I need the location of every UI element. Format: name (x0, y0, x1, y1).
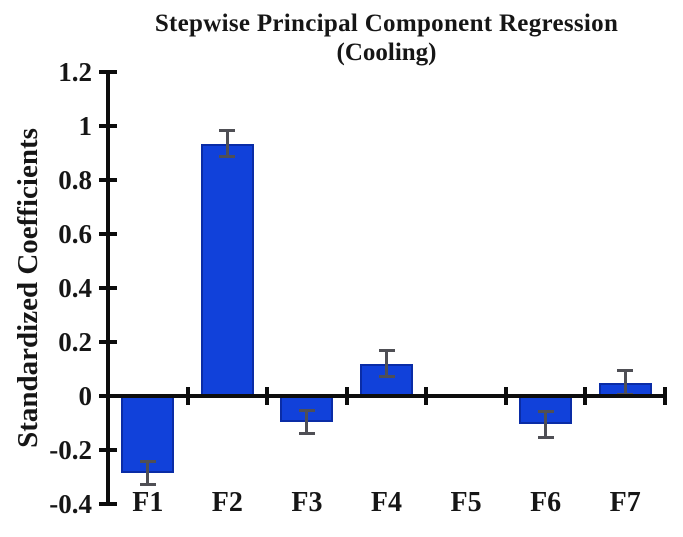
error-bar-stem-F2 (225, 130, 229, 158)
x-category-label-F3: F3 (291, 487, 323, 518)
error-bar-cap-top-F4 (378, 349, 395, 353)
chart-title: Stepwise Principal Component Regression (154, 10, 619, 37)
x-category-label-F4: F4 (370, 487, 403, 518)
y-tick-label: 1 (78, 111, 93, 141)
error-bar-cap-top-F6 (537, 409, 554, 413)
plot-area: -0.4 -0.2 0 0.2 0.4 0.6 0.8 1 1.2 F1 F2 F3 F4 F5 F6 F7 (49, 57, 667, 519)
error-bar-stem-F4 (385, 350, 388, 378)
error-bar-cap-top-F2 (219, 129, 236, 133)
y-tick (99, 232, 117, 236)
x-tick (663, 387, 667, 405)
error-bar-cap-top-F3 (298, 408, 315, 412)
error-bar-stem-F3 (305, 409, 309, 434)
error-bar-cap-top-F7 (617, 369, 634, 373)
y-tick-label: -0.4 (49, 489, 92, 519)
error-bar-cap-bottom-F4 (378, 375, 395, 379)
x-tick (185, 387, 190, 405)
y-tick (99, 394, 117, 398)
x-category-label-F5: F5 (450, 487, 482, 518)
error-bar-cap-bottom-F2 (219, 155, 236, 159)
x-tick (583, 387, 588, 405)
y-tick (99, 70, 117, 74)
y-tick-label: 0.2 (58, 327, 92, 357)
y-tick-label: 0 (78, 381, 93, 411)
x-category-label-F2: F2 (211, 487, 243, 518)
y-tick-label: 0.8 (58, 165, 92, 195)
y-tick (99, 124, 117, 128)
y-tick-label: 1.2 (58, 57, 92, 87)
y-tick (99, 448, 117, 452)
x-tick (344, 387, 349, 405)
x-axis-line (106, 394, 667, 398)
y-tick (99, 340, 117, 344)
y-tick (99, 178, 117, 182)
y-tick-label: -0.2 (49, 435, 92, 465)
chart-subtitle: (Cooling) (336, 39, 437, 66)
error-bar-cap-bottom-F1 (139, 483, 156, 487)
y-tick-label: 0.4 (58, 273, 92, 303)
y-tick (99, 286, 117, 290)
error-bar-stem-F7 (623, 370, 627, 395)
x-category-label-F7: F7 (609, 487, 641, 518)
x-tick (503, 387, 508, 405)
x-tick (265, 387, 270, 405)
x-tick (424, 387, 429, 405)
error-bar-cap-bottom-F6 (537, 435, 554, 439)
error-bar-cap-bottom-F3 (298, 431, 315, 435)
y-tick (99, 502, 117, 506)
error-bar-stem-F1 (146, 460, 150, 486)
y-tick-label: 0.6 (58, 219, 92, 249)
bar-F2 (200, 143, 254, 396)
x-category-label-F6: F6 (530, 487, 562, 518)
x-category-label-F1: F1 (132, 487, 164, 518)
error-bar-cap-top-F1 (139, 459, 156, 463)
error-bar-stem-F6 (544, 410, 548, 438)
